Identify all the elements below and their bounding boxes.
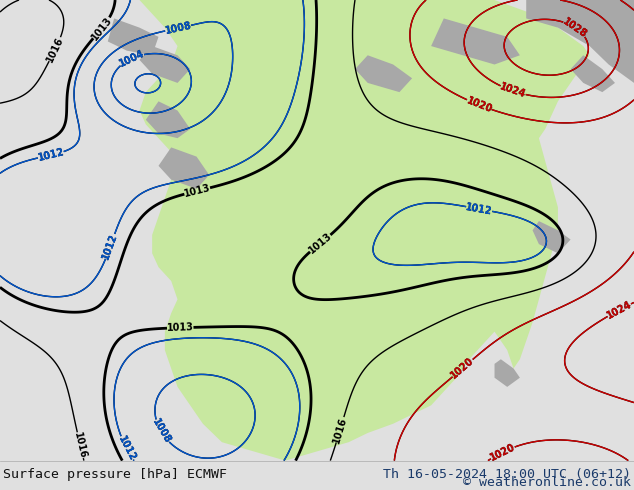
Polygon shape: [158, 147, 209, 189]
Text: 1024: 1024: [498, 82, 527, 100]
Text: 1013: 1013: [89, 15, 114, 42]
Text: 1020: 1020: [449, 356, 476, 381]
Text: 1008: 1008: [164, 21, 193, 36]
Text: 1028: 1028: [561, 16, 589, 40]
Text: 1013: 1013: [183, 183, 212, 199]
Text: 1012: 1012: [37, 147, 65, 163]
Text: 1008: 1008: [164, 21, 193, 36]
Text: 1004: 1004: [117, 48, 146, 69]
Text: 1020: 1020: [488, 442, 517, 463]
Text: Surface pressure [hPa] ECMWF: Surface pressure [hPa] ECMWF: [3, 468, 227, 481]
Text: 1020: 1020: [449, 356, 476, 381]
Polygon shape: [533, 221, 571, 253]
Polygon shape: [571, 55, 615, 92]
Text: Th 16-05-2024 18:00 UTC (06+12): Th 16-05-2024 18:00 UTC (06+12): [383, 468, 631, 481]
Text: 1028: 1028: [561, 16, 589, 40]
Text: 1012: 1012: [37, 147, 65, 163]
Polygon shape: [139, 0, 590, 461]
Polygon shape: [495, 359, 520, 387]
Text: 1012: 1012: [116, 434, 137, 463]
Text: 1020: 1020: [488, 442, 517, 463]
Text: 1016: 1016: [332, 416, 349, 444]
Polygon shape: [108, 19, 158, 55]
Text: 1020: 1020: [465, 96, 494, 115]
Polygon shape: [146, 101, 190, 138]
Text: 1024: 1024: [605, 299, 633, 321]
Text: 1012: 1012: [101, 232, 120, 261]
Text: 1008: 1008: [150, 417, 172, 446]
Text: 1012: 1012: [465, 202, 493, 216]
Text: 1016: 1016: [45, 35, 65, 64]
Text: 1024: 1024: [605, 299, 633, 321]
Text: 1004: 1004: [117, 48, 146, 69]
Text: 1012: 1012: [116, 434, 137, 463]
Text: 1012: 1012: [101, 232, 120, 261]
Text: 1016: 1016: [72, 431, 88, 460]
Polygon shape: [355, 55, 412, 92]
Text: 1013: 1013: [167, 322, 194, 333]
Text: 1020: 1020: [465, 96, 494, 115]
Polygon shape: [139, 46, 190, 83]
Text: 1024: 1024: [498, 82, 527, 100]
Text: © weatheronline.co.uk: © weatheronline.co.uk: [463, 476, 631, 490]
Polygon shape: [431, 19, 520, 65]
Text: 1012: 1012: [465, 202, 493, 216]
Text: 1008: 1008: [150, 417, 172, 446]
Polygon shape: [526, 0, 634, 83]
Text: 1013: 1013: [307, 231, 334, 256]
